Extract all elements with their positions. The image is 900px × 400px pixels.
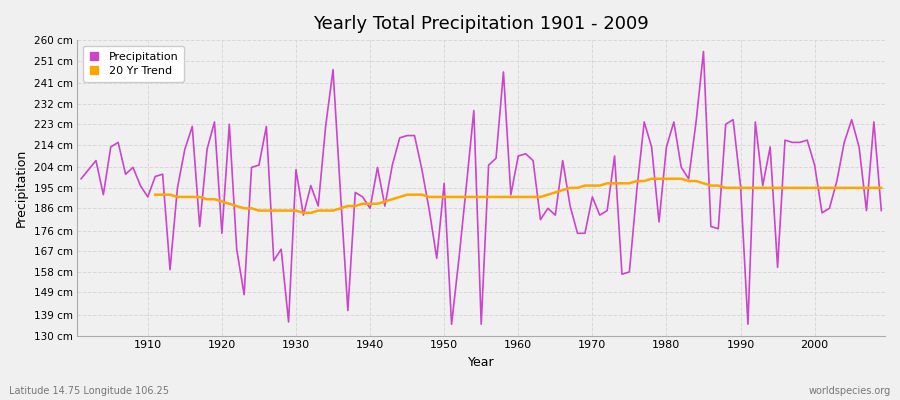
Y-axis label: Precipitation: Precipitation	[15, 149, 28, 227]
Text: Latitude 14.75 Longitude 106.25: Latitude 14.75 Longitude 106.25	[9, 386, 169, 396]
Title: Yearly Total Precipitation 1901 - 2009: Yearly Total Precipitation 1901 - 2009	[313, 15, 649, 33]
Text: worldspecies.org: worldspecies.org	[809, 386, 891, 396]
Legend: Precipitation, 20 Yr Trend: Precipitation, 20 Yr Trend	[83, 46, 184, 82]
X-axis label: Year: Year	[468, 356, 494, 369]
